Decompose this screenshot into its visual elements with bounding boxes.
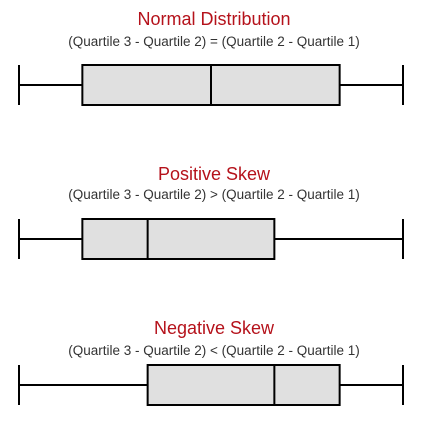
- negative-skew-subtitle: (Quartile 3 - Quartile 2) < (Quartile 2 …: [68, 343, 360, 358]
- interquartile-box: [146, 364, 341, 406]
- normal-distribution-boxplot: [18, 64, 404, 106]
- positive-skew-title: Positive Skew: [157, 164, 271, 184]
- negative-skew-title: Negative Skew: [153, 318, 275, 338]
- normal-distribution-title: Normal Distribution: [137, 9, 291, 29]
- negative-skew-boxplot: [18, 364, 404, 406]
- positive-skew-boxplot: [18, 218, 404, 260]
- normal-distribution-subtitle: (Quartile 3 - Quartile 2) = (Quartile 2 …: [68, 34, 360, 49]
- positive-skew-subtitle: (Quartile 3 - Quartile 2) > (Quartile 2 …: [68, 187, 360, 202]
- interquartile-box: [81, 218, 276, 260]
